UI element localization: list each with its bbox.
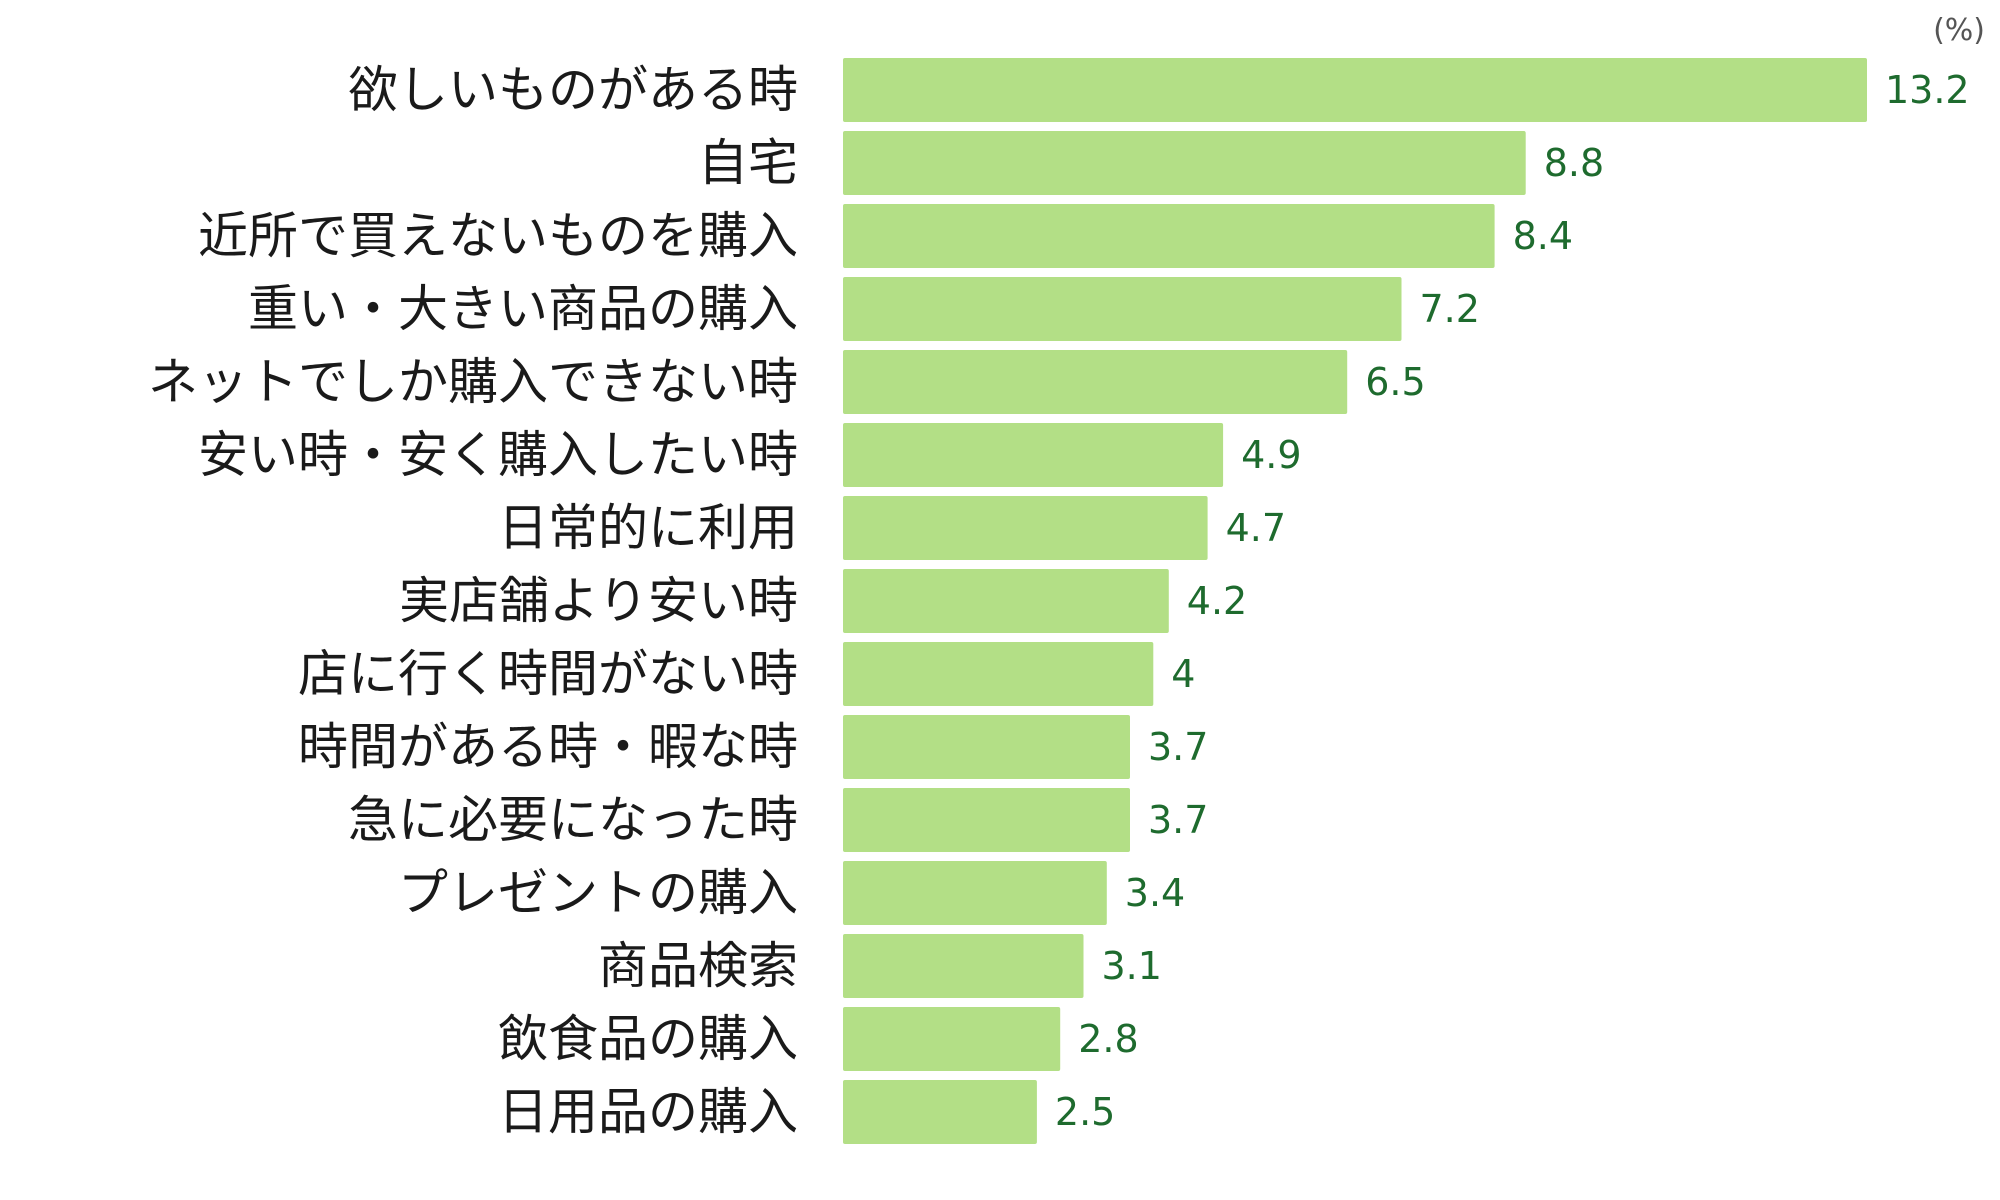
bar [843,934,1084,998]
bar [843,715,1130,779]
category-label: 店に行く時間がない時 [298,645,798,703]
category-label: ネットでしか購入できない時 [148,353,798,411]
value-label: 2.5 [1055,1090,1115,1134]
category-label: 実店舗より安い時 [399,572,798,630]
category-labels-group: 欲しいものがある時自宅近所で買えないものを購入重い・大きい商品の購入ネットでしか… [148,61,798,1141]
bar [843,642,1154,706]
category-label: 日用品の購入 [498,1083,798,1141]
value-label: 7.2 [1420,287,1480,331]
value-label: 4 [1171,652,1195,696]
bar [843,1080,1037,1144]
bar [843,277,1402,341]
value-label: 8.8 [1544,141,1604,185]
bar [843,861,1107,925]
category-label: 時間がある時・暇な時 [298,718,798,776]
value-label: 4.2 [1187,579,1247,623]
value-label: 2.8 [1078,1017,1138,1061]
value-label: 4.7 [1226,506,1286,550]
unit-label: (%) [1933,13,1985,48]
bar [843,1007,1061,1071]
category-label: 重い・大きい商品の購入 [248,280,798,338]
value-label: 3.7 [1148,725,1208,769]
category-label: 急に必要になった時 [348,791,798,849]
value-label: 8.4 [1513,214,1573,258]
bar [843,350,1348,414]
bar [843,204,1495,268]
category-label: 欲しいものがある時 [348,61,798,119]
value-label: 6.5 [1365,360,1425,404]
category-label: 商品検索 [598,937,798,995]
bar [843,423,1224,487]
bar [843,58,1867,122]
value-labels-group: 13.2 8.8 8.4 7.2 6.5 4.9 4.7 4.2 4 3.7 3.7 3.4 3.1 2.… [1055,68,1970,1134]
category-label: プレゼントの購入 [398,864,798,922]
category-label: 飲食品の購入 [498,1010,798,1068]
category-label: 自宅 [698,134,798,192]
bars-group [843,58,1867,1144]
bar [843,496,1208,560]
value-label: 4.9 [1241,433,1301,477]
category-label: 近所で買えないものを購入 [198,207,798,265]
value-label: 3.7 [1148,798,1208,842]
category-label: 日常的に利用 [498,499,798,557]
bar [843,788,1130,852]
bar [843,569,1169,633]
value-label: 3.1 [1102,944,1162,988]
value-label: 13.2 [1885,68,1970,112]
category-label: 安い時・安く購入したい時 [198,426,798,484]
value-label: 3.4 [1125,871,1185,915]
bar [843,131,1526,195]
